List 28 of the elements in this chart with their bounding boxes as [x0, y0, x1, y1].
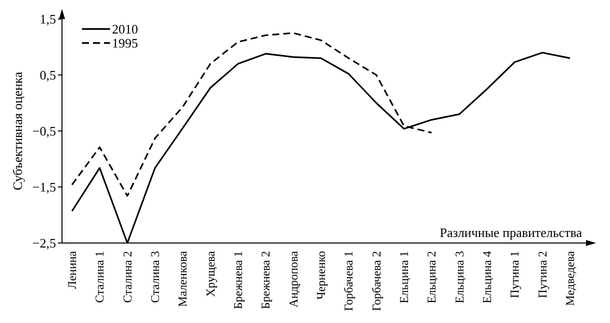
x-tick-label: Ленина: [65, 250, 79, 289]
x-tick-label: Хрущева: [203, 250, 218, 297]
x-tick-label: Брежнева 1: [231, 251, 245, 310]
legend-label: 1995: [112, 36, 138, 51]
y-tick-label: −0,5: [32, 124, 56, 139]
y-tick-label: −2,5: [32, 236, 56, 251]
y-tick-label: 0,5: [40, 68, 56, 83]
x-tick-label: Путина 2: [535, 251, 550, 298]
x-tick-label: Путина 1: [508, 251, 522, 298]
x-tick-label: Андропова: [286, 250, 300, 308]
x-tick-label: Горбачева 1: [342, 251, 356, 312]
x-tick-label: Сталина 1: [92, 251, 107, 303]
x-tick-label: Ельцина 4: [480, 251, 494, 304]
x-tick-label: Медведева: [563, 250, 577, 306]
x-tick-label: Ельцина 2: [424, 251, 439, 304]
x-tick-label: Ельцина 1: [397, 251, 411, 304]
x-tick-label: Маленкова: [176, 250, 190, 307]
y-axis-title: Субъективная оценка: [10, 72, 25, 190]
x-tick-label: Брежнева 2: [258, 251, 273, 310]
y-tick-label: −1,5: [32, 180, 56, 195]
x-tick-label: Горбачева 2: [369, 251, 384, 312]
y-tick-label: 1,5: [40, 12, 56, 27]
x-tick-label: Сталина 3: [148, 251, 162, 303]
legend-label: 2010: [112, 22, 138, 37]
x-tick-label: Сталина 2: [120, 251, 134, 303]
x-tick-label: Ельцина 3: [452, 251, 466, 304]
x-axis-title: Различные правительства: [440, 225, 582, 240]
x-tick-label: Черненко: [314, 251, 328, 300]
